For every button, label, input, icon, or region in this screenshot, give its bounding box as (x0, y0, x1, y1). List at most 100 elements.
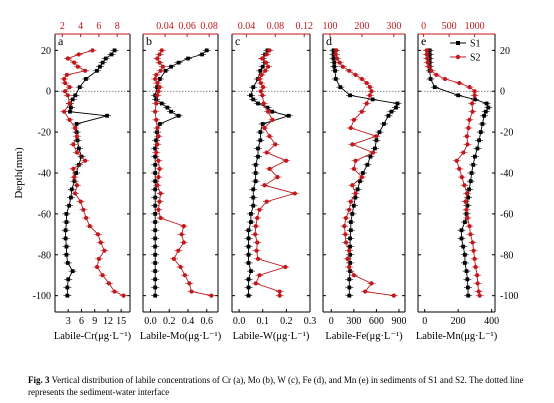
data-point-s2 (347, 68, 352, 73)
data-point-s1 (286, 113, 291, 118)
y-axis-label: Depth(mm) (13, 147, 25, 199)
data-point-s1 (186, 56, 190, 61)
data-point-s1 (103, 56, 108, 61)
data-point-s2 (74, 183, 80, 188)
data-point-s2 (457, 166, 462, 172)
data-point-s1 (246, 293, 251, 298)
data-point-s2 (182, 273, 188, 278)
data-point-s2 (73, 125, 78, 131)
data-point-s2 (257, 76, 262, 82)
y-tick-label-right: 20 (500, 46, 510, 57)
data-point-s2 (121, 293, 126, 298)
data-point-s1 (249, 211, 253, 216)
data-point-s1 (153, 220, 158, 224)
data-point-s2 (76, 52, 81, 57)
data-point-s2 (62, 76, 67, 82)
data-point-s1 (348, 220, 353, 224)
data-point-s2 (181, 224, 186, 229)
data-point-s2 (95, 232, 101, 237)
data-point-s1 (365, 162, 370, 167)
x-tick-label-bottom: 0.6 (201, 316, 214, 327)
data-point-s2 (348, 199, 353, 204)
data-point-s1 (370, 97, 375, 102)
data-point-s2 (62, 89, 68, 94)
data-point-s2 (257, 207, 262, 212)
data-point-s1 (347, 285, 352, 290)
data-point-s1 (270, 109, 275, 114)
data-point-s1 (246, 236, 251, 241)
data-point-s1 (462, 252, 467, 257)
data-point-s1 (348, 244, 352, 249)
x-tick-label-bottom: 600 (369, 316, 384, 327)
data-point-s1 (465, 203, 470, 208)
data-point-s1 (258, 68, 263, 73)
x-tick-label-top: 500 (442, 21, 457, 32)
data-point-s2 (370, 150, 376, 155)
data-point-s1 (100, 60, 105, 65)
data-point-s2 (476, 289, 481, 294)
data-point-s1 (251, 203, 256, 208)
data-point-s2 (154, 101, 159, 106)
data-point-s1 (75, 138, 80, 143)
data-point-s2 (65, 56, 70, 61)
data-point-s1 (456, 93, 461, 98)
data-point-s2 (343, 232, 348, 237)
x-tick-label-bottom: 900 (391, 316, 406, 327)
data-point-s1 (246, 252, 251, 257)
data-point-s1 (74, 130, 79, 135)
data-point-s1 (465, 285, 470, 290)
data-point-s1 (482, 113, 487, 118)
x-tick-label-bottom: 15 (116, 316, 126, 327)
data-point-s2 (253, 224, 258, 229)
data-point-s2 (363, 289, 368, 294)
data-point-s1 (112, 48, 117, 53)
x-tick-label-bottom: 0.1 (256, 316, 269, 327)
data-point-s2 (156, 174, 161, 180)
data-point-s2 (255, 256, 261, 261)
data-point-s2 (292, 191, 297, 196)
data-point-s1 (67, 203, 72, 208)
data-point-s2 (74, 134, 80, 139)
data-point-s2 (267, 166, 272, 172)
data-point-s2 (254, 248, 259, 253)
data-point-s2 (359, 109, 365, 114)
data-point-s2 (209, 293, 214, 298)
y-tick-label: -20 (38, 128, 51, 139)
data-point-s2 (367, 93, 373, 98)
data-point-s1 (153, 293, 158, 298)
data-point-s1 (64, 211, 69, 216)
data-point-s2 (154, 72, 159, 77)
data-point-s2 (75, 64, 80, 69)
data-point-s1 (360, 171, 365, 175)
data-point-s1 (70, 269, 75, 274)
data-point-s1 (83, 77, 88, 81)
data-point-s2 (260, 93, 265, 98)
y-tick-label-right: -60 (500, 209, 513, 220)
data-point-s1 (153, 195, 158, 200)
data-point-s1 (475, 146, 480, 151)
data-point-s2 (270, 117, 275, 122)
y-tick-label: -40 (38, 169, 51, 180)
data-point-s2 (342, 224, 347, 229)
data-point-s2 (266, 109, 271, 114)
x-tick-label-top: 4 (78, 21, 83, 32)
data-point-s2 (72, 60, 77, 65)
series-line-s2 (154, 50, 212, 297)
data-point-s2 (158, 191, 163, 196)
data-point-s1 (72, 179, 77, 184)
data-point-s2 (425, 56, 430, 61)
data-point-s2 (255, 215, 260, 221)
x-tick-label-top: 200 (354, 21, 369, 32)
data-point-s2 (267, 134, 272, 139)
data-point-s1 (256, 101, 260, 106)
data-point-s2 (364, 80, 369, 86)
data-point-s2 (374, 134, 379, 139)
data-point-s1 (348, 269, 352, 274)
x-tick-label-bottom: 0 (329, 316, 334, 327)
data-point-s2 (470, 109, 475, 114)
data-point-s1 (154, 97, 159, 102)
data-point-s2 (367, 85, 373, 90)
data-point-s2 (160, 64, 165, 69)
data-point-s2 (178, 264, 183, 270)
